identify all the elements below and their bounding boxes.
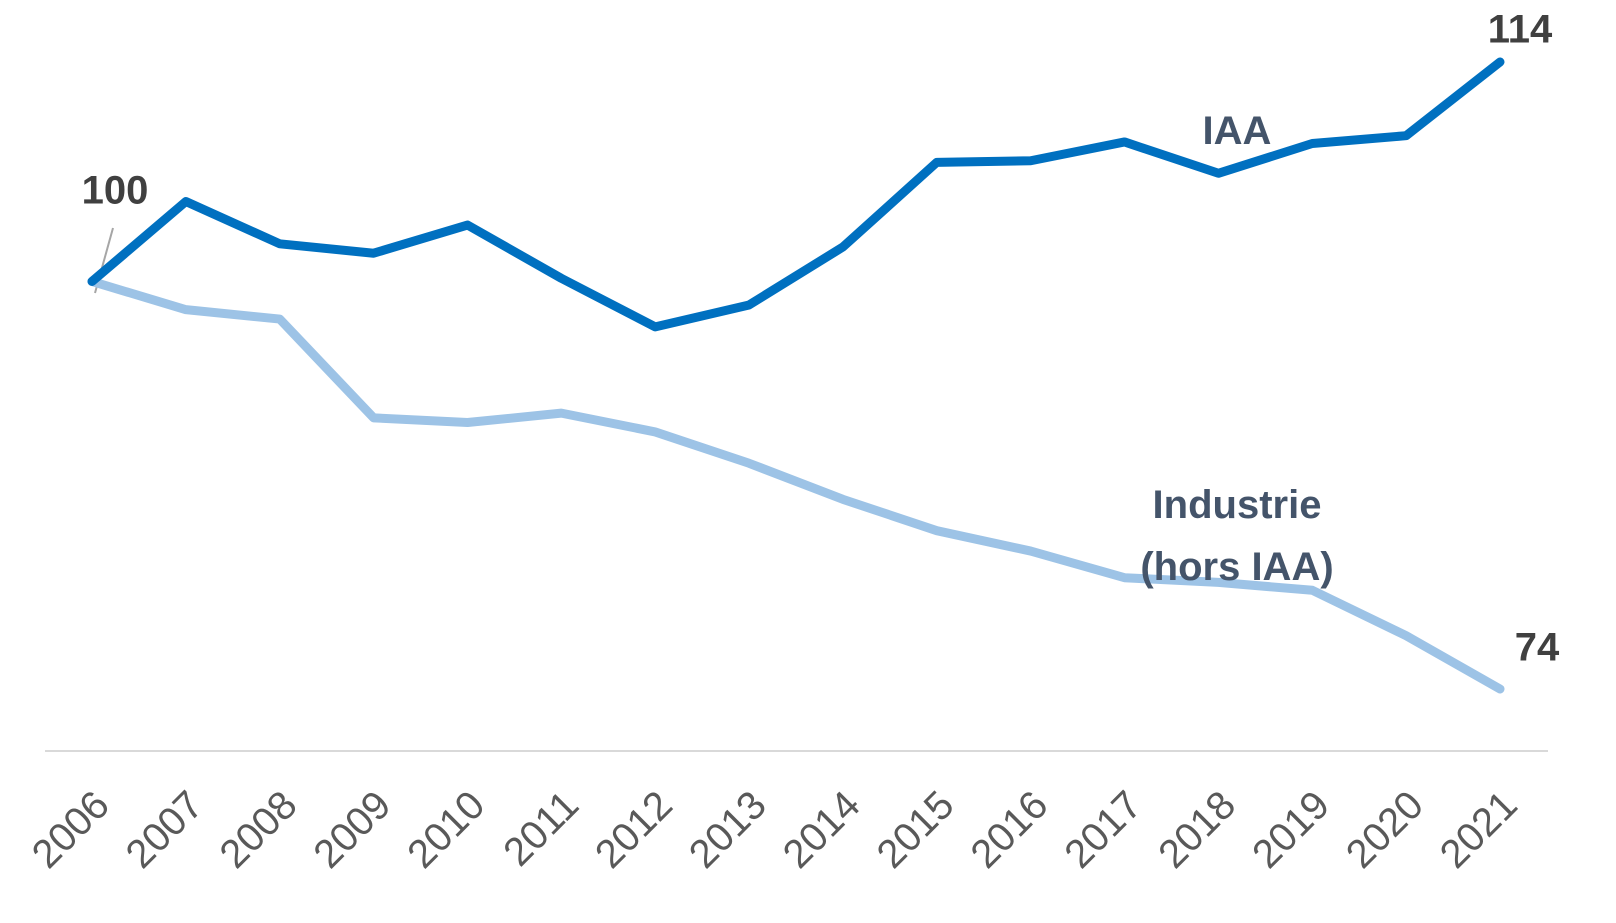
- x-tick-label: 2011: [495, 783, 587, 875]
- data-label: 74: [1515, 626, 1560, 670]
- series-line: [87, 57, 1505, 332]
- x-tick-label: 2015: [869, 783, 963, 877]
- series-line: [87, 276, 1505, 694]
- x-tick-label: 2013: [681, 783, 775, 877]
- x-tick-label: 2006: [24, 783, 118, 877]
- x-tick-label: 2012: [587, 783, 681, 877]
- series-label: IAA: [1202, 109, 1272, 153]
- x-tick-label: 2009: [305, 783, 399, 877]
- data-label: 100: [82, 169, 149, 213]
- x-tick-label: 2016: [962, 783, 1056, 877]
- x-tick-label: 2020: [1338, 783, 1432, 877]
- series-label: Industrie (hors IAA): [1140, 483, 1334, 589]
- x-tick-label: 2019: [1244, 783, 1338, 877]
- data-label: 114: [1488, 8, 1553, 52]
- x-tick-label: 2014: [775, 783, 869, 877]
- x-tick-label: 2008: [212, 783, 306, 877]
- x-tick-label: 2021: [1432, 783, 1526, 877]
- x-tick-label: 2017: [1056, 783, 1150, 877]
- x-tick-label: 2007: [118, 783, 212, 877]
- x-tick-label: 2010: [399, 783, 493, 877]
- x-tick-label: 2018: [1150, 783, 1244, 877]
